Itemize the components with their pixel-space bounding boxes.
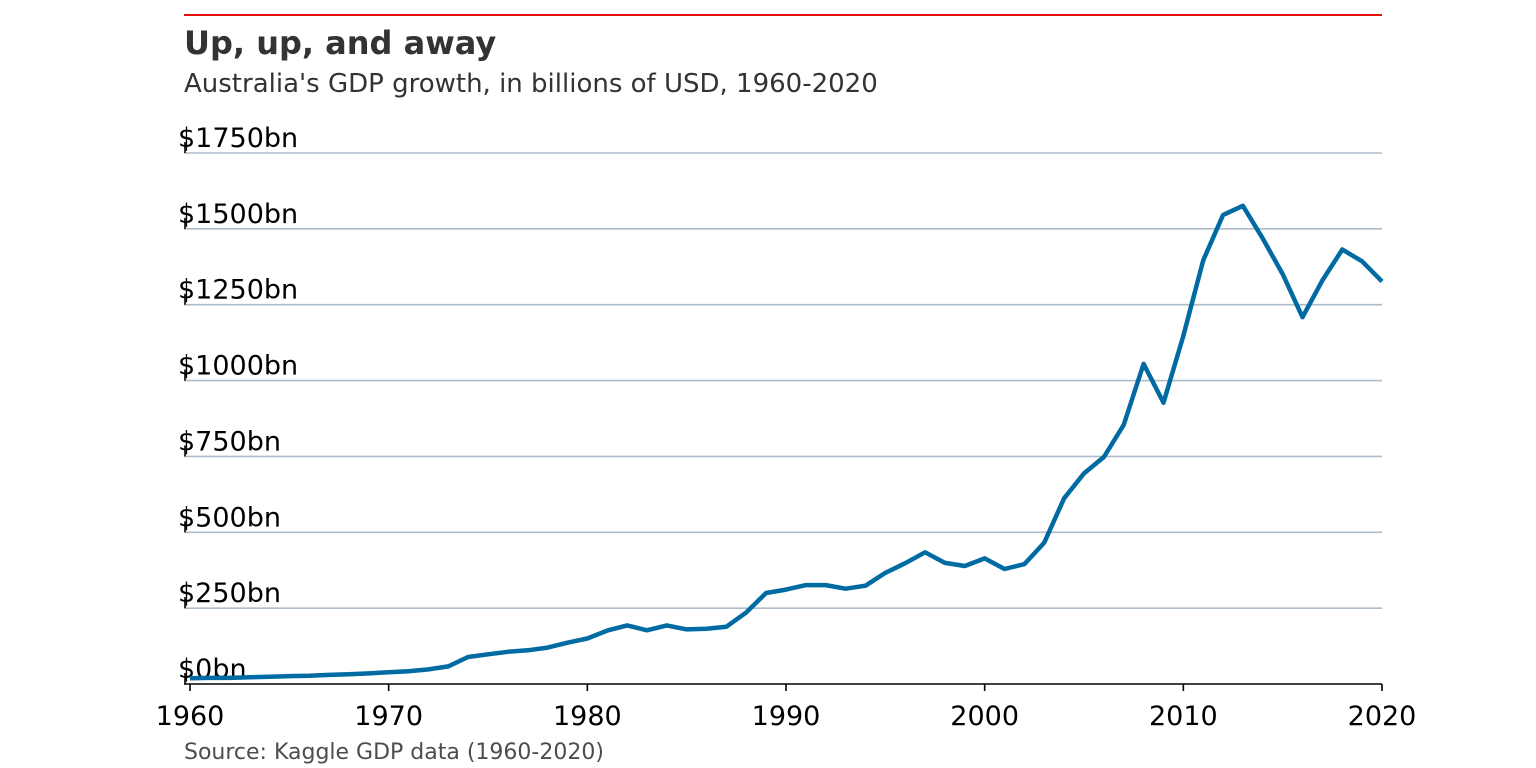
x-axis: 1960 1970 1980 1990 2000 2010 2020 — [156, 683, 1417, 732]
y-tick-label: $1000bn — [178, 351, 298, 382]
x-tick-label: 2010 — [1149, 701, 1218, 732]
y-tick-label: $1500bn — [178, 199, 298, 230]
y-tick-label: $1250bn — [178, 275, 298, 306]
x-tick-label: 1990 — [752, 701, 821, 732]
y-tick-label: $0bn — [178, 654, 247, 685]
source-note: Source: Kaggle GDP data (1960-2020) — [184, 740, 604, 765]
chart-subtitle: Australia's GDP growth, in billions of U… — [184, 69, 878, 99]
y-tick-label: $250bn — [178, 578, 281, 609]
y-tick-label: $750bn — [178, 426, 281, 457]
y-axis: $0bn $250bn $500bn $750bn $1000bn $1250bn $150… — [178, 123, 298, 685]
x-tick-label: 2000 — [950, 701, 1019, 732]
x-tick-label: 1970 — [354, 701, 423, 732]
x-tick-label: 2020 — [1348, 701, 1417, 732]
x-tick-label: 1980 — [553, 701, 622, 732]
y-tick-label: $1750bn — [178, 123, 298, 154]
gdp-series — [189, 203, 1384, 681]
gdp-line — [189, 203, 1384, 681]
x-tick-label: 1960 — [156, 701, 225, 732]
y-tick-label: $500bn — [178, 502, 281, 533]
y-gridlines — [184, 152, 1382, 609]
chart-title: Up, up, and away — [184, 24, 496, 62]
